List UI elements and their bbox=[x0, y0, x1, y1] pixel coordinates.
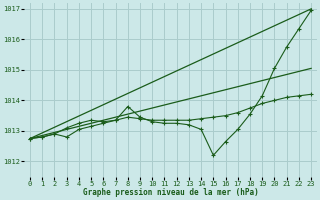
X-axis label: Graphe pression niveau de la mer (hPa): Graphe pression niveau de la mer (hPa) bbox=[83, 188, 259, 197]
